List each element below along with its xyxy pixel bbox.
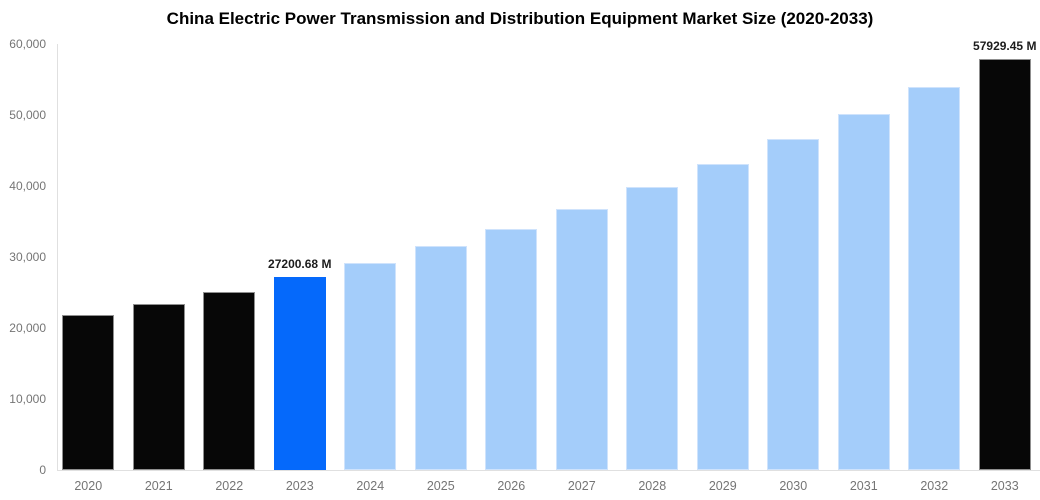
y-axis-tick-label-60000: 60,000 <box>9 37 46 51</box>
y-axis-tick-label-20000: 20,000 <box>9 321 46 335</box>
bar-2028[interactable] <box>626 187 679 470</box>
x-axis-tick-label-2032: 2032 <box>920 479 949 493</box>
bar-value-label-2023: 27200.68 M <box>268 256 332 271</box>
y-axis-tick-label-10000: 10,000 <box>9 392 46 406</box>
bar-2024[interactable] <box>344 262 397 470</box>
bar-2025[interactable] <box>414 246 467 470</box>
y-axis-tick-label-30000: 30,000 <box>9 250 46 264</box>
x-axis-tick-label-2025: 2025 <box>426 479 455 493</box>
x-axis-tick-label-2021: 2021 <box>144 479 173 493</box>
x-axis-tick-label-2020: 2020 <box>74 479 103 493</box>
x-axis-tick-label-2029: 2029 <box>708 479 737 493</box>
y-axis-line <box>57 44 58 471</box>
bar-2029[interactable] <box>696 163 749 470</box>
x-axis-tick-label-2026: 2026 <box>497 479 526 493</box>
x-axis-tick-label-2022: 2022 <box>215 479 244 493</box>
y-axis-tick-label-50000: 50,000 <box>9 108 46 122</box>
bar-2026[interactable] <box>485 229 538 470</box>
bar-2021[interactable] <box>132 303 185 470</box>
bar-2027[interactable] <box>555 208 608 470</box>
x-axis-tick-label-2027: 2027 <box>567 479 596 493</box>
bar-value-label-2033: 57929.45 M <box>973 38 1037 53</box>
bar-2031[interactable] <box>837 113 890 470</box>
bar-2023[interactable] <box>273 276 326 470</box>
y-axis-tick-label-40000: 40,000 <box>9 179 46 193</box>
chart-title: China Electric Power Transmission and Di… <box>166 9 874 28</box>
bar-2022[interactable] <box>203 291 256 470</box>
x-axis-tick-label-2024: 2024 <box>356 479 385 493</box>
bar-2020[interactable] <box>62 315 115 470</box>
bar-2033[interactable] <box>978 58 1031 470</box>
x-axis-tick-label-2030: 2030 <box>779 479 808 493</box>
x-axis-tick-label-2031: 2031 <box>849 479 878 493</box>
y-axis-tick-label-0: 0 <box>39 463 46 477</box>
x-axis-tick-label-2028: 2028 <box>638 479 667 493</box>
x-axis-line <box>57 470 1040 471</box>
bar-2030[interactable] <box>767 139 820 470</box>
bar-2032[interactable] <box>908 86 961 470</box>
x-axis-tick-label-2033: 2033 <box>990 479 1019 493</box>
x-axis-tick-label-2023: 2023 <box>285 479 314 493</box>
